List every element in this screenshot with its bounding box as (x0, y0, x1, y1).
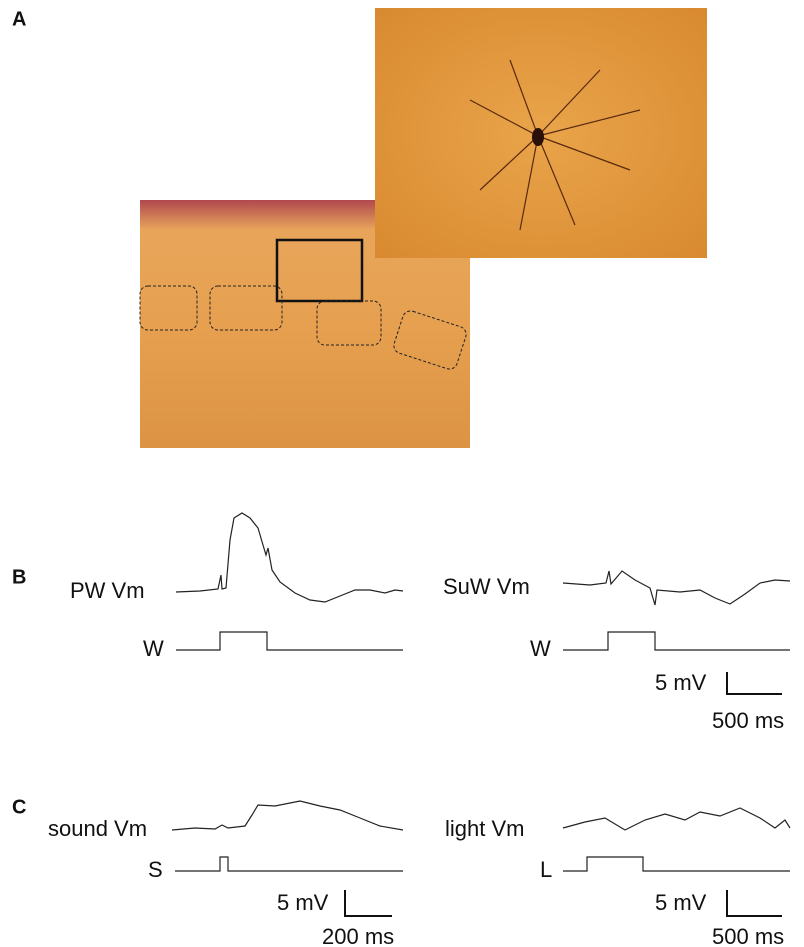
trace (171, 800, 404, 831)
scale-bar (344, 890, 392, 917)
stimulus-trace (176, 631, 403, 651)
panel-label: A (12, 8, 26, 30)
panel-label: B (12, 566, 26, 588)
trace-label: light Vm (445, 816, 524, 841)
scale-label: 5 mV (655, 890, 707, 915)
soma (532, 128, 544, 146)
stimulus-label: W (143, 636, 164, 661)
stimulus-trace (563, 631, 790, 651)
stimulus-label: W (530, 636, 551, 661)
stimulus-label: S (148, 857, 163, 882)
trace (562, 570, 791, 606)
panel-label: C (12, 796, 26, 818)
trace-label: sound Vm (48, 816, 147, 841)
inset-box (275, 238, 364, 303)
trace (562, 807, 791, 831)
scale-bar (726, 672, 782, 695)
scale-label: 500 ms (712, 924, 784, 947)
stimulus-trace (175, 856, 403, 872)
stimulus-trace (563, 856, 790, 872)
neuron-dendrites (469, 59, 641, 231)
scale-bar (726, 890, 782, 917)
trace (175, 512, 404, 603)
scale-label: 200 ms (322, 924, 394, 947)
trace-label: PW Vm (70, 578, 145, 603)
scale-label: 5 mV (277, 890, 329, 915)
stimulus-label: L (540, 857, 552, 882)
scale-label: 5 mV (655, 670, 707, 695)
scale-label: 500 ms (712, 708, 784, 733)
trace-label: SuW Vm (443, 574, 530, 599)
barrel-outlines (139, 285, 467, 370)
